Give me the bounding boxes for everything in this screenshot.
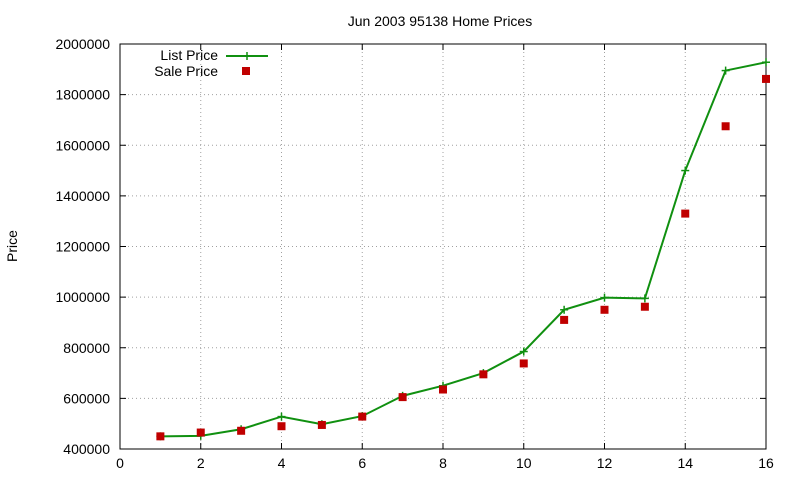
chart-title: Jun 2003 95138 Home Prices [348,13,532,29]
list-price-point [762,58,770,67]
list-price-point [721,66,730,75]
x-tick-label: 6 [358,455,366,471]
list-price-point [681,166,690,175]
sale-price-point [600,305,609,314]
sale-price-point [196,428,205,437]
y-tick-label: 400000 [63,441,110,457]
list-price-point [640,294,649,303]
sale-price-point [277,422,286,431]
list-price-line [160,61,767,438]
sale-price-point [681,209,690,218]
legend-marker-sale-price [242,67,250,75]
list-price-point [600,293,609,302]
sale-price-point [479,370,488,379]
sale-price-point [519,359,528,368]
sale-price-point [358,412,367,421]
y-tick-label: 2000000 [55,36,110,52]
sale-price-point [398,393,407,402]
sale-price-point [317,420,326,429]
y-tick-label: 1000000 [55,289,110,305]
sale-price-point [156,432,165,441]
x-tick-label: 12 [597,455,613,471]
sale-price-point [762,74,770,83]
sale-price-point [560,315,569,324]
y-tick-label: 1200000 [55,239,110,255]
list-price-point [560,305,569,314]
x-tick-label: 14 [677,455,693,471]
legend-marker-list-price [243,52,251,60]
y-tick-label: 1800000 [55,87,110,103]
x-tick-label: 16 [758,455,774,471]
list-price-point [519,347,528,356]
x-tick-label: 8 [439,455,447,471]
y-tick-label: 600000 [63,390,110,406]
x-tick-label: 10 [516,455,532,471]
y-axis-ticks: 400000 600000 800000 1000000 1200000 1400000 1… [55,36,766,457]
x-tick-label: 2 [197,455,205,471]
sale-price-point [237,426,246,435]
x-tick-label: 4 [278,455,286,471]
y-tick-label: 1600000 [55,137,110,153]
sale-price-point [640,302,649,311]
legend: List Price Sale Price [154,47,268,79]
series-layer [156,58,770,441]
x-axis-ticks: 0 2 4 6 8 10 12 14 16 [116,44,774,471]
y-tick-label: 800000 [63,340,110,356]
y-tick-label: 1400000 [55,188,110,204]
y-axis-label: Price [4,230,20,262]
list-price-point [277,412,286,421]
sale-price-point [439,385,447,394]
legend-label-sale-price: Sale Price [154,63,218,79]
legend-label-list-price: List Price [160,47,218,63]
sale-price-point [721,122,730,131]
x-tick-label: 0 [116,455,124,471]
